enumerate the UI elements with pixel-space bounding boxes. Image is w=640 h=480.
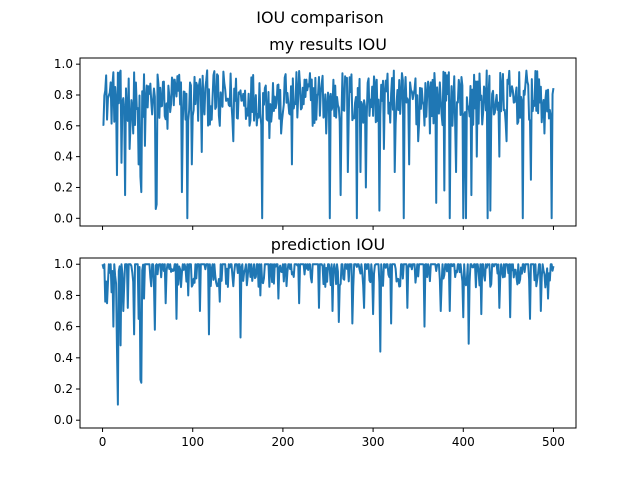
x-tick-label: 0 — [99, 435, 107, 449]
plot-frame — [79, 257, 577, 429]
y-ticks: 0.0 0.2 0.4 0.6 0.8 1.0 — [54, 257, 80, 427]
y-tick-label: 1.0 — [54, 257, 73, 271]
plot-my-results-iou: my results IOU 0.0 0.2 0.4 0.6 0.8 1.0 — [54, 35, 577, 230]
y-tick-label: 0.0 — [54, 211, 73, 225]
x-ticks — [102, 226, 554, 230]
iou-series-line — [102, 69, 555, 220]
x-tick-label: 200 — [271, 435, 294, 449]
y-tick-label: 0.8 — [54, 288, 73, 302]
y-tick-label: 1.0 — [54, 57, 73, 71]
x-tick-label: 500 — [542, 435, 565, 449]
y-tick-label: 0.2 — [54, 382, 73, 396]
y-tick-label: 0.6 — [54, 119, 73, 133]
y-tick-label: 0.2 — [54, 180, 73, 194]
plot-prediction-iou: prediction IOU 0.0 0.2 0.4 0.6 0.8 1.0 0 100 20… — [54, 235, 577, 449]
y-ticks: 0.0 0.2 0.4 0.6 0.8 1.0 — [54, 57, 80, 225]
iou-series-line — [101, 263, 555, 406]
plot-title: prediction IOU — [271, 235, 385, 254]
x-tick-label: 100 — [181, 435, 204, 449]
x-tick-label: 300 — [362, 435, 385, 449]
y-tick-label: 0.6 — [54, 320, 73, 334]
plot-title: my results IOU — [269, 35, 387, 54]
x-ticks: 0 100 200 300 400 500 — [99, 428, 565, 449]
y-tick-label: 0.8 — [54, 88, 73, 102]
y-tick-label: 0.4 — [54, 351, 73, 365]
y-tick-label: 0.0 — [54, 413, 73, 427]
plot-frame — [79, 57, 577, 227]
x-tick-label: 400 — [452, 435, 475, 449]
y-tick-label: 0.4 — [54, 150, 73, 164]
figure-suptitle: IOU comparison — [256, 8, 384, 27]
